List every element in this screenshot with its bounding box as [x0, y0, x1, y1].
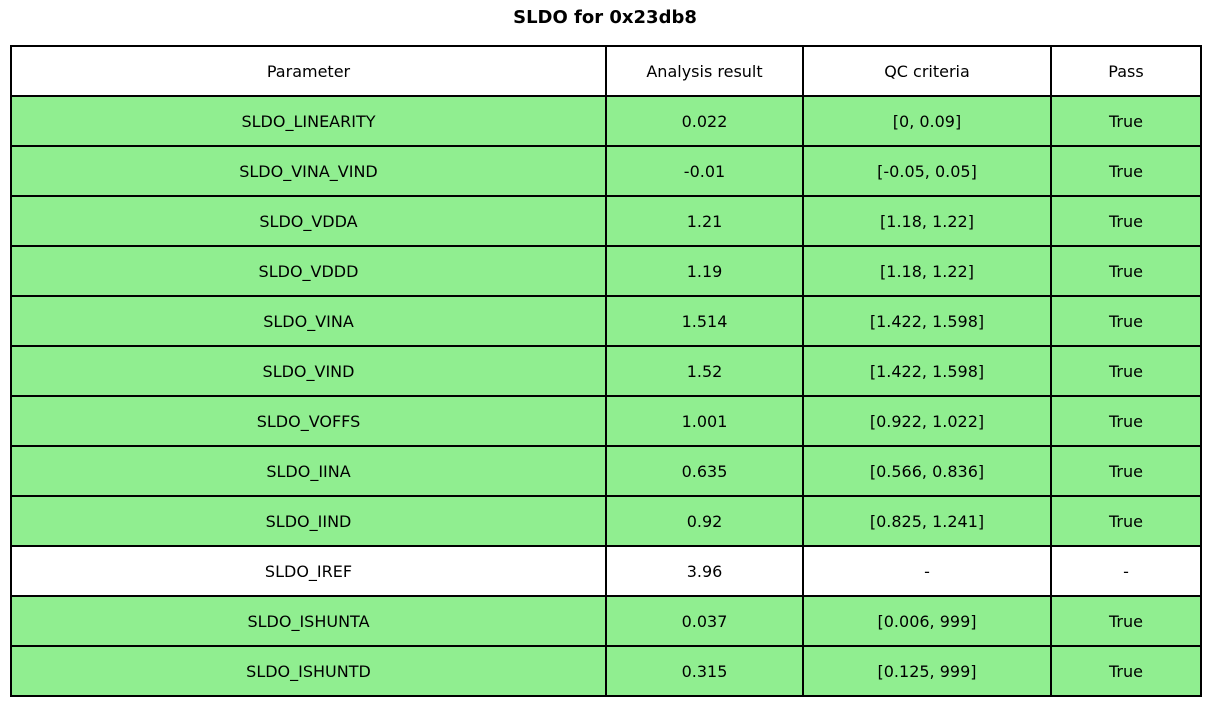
- pass-cell: True: [1050, 495, 1202, 547]
- pass-cell: True: [1050, 95, 1202, 147]
- table-row: SLDO_VIND 1.52 [1.422, 1.598] True: [10, 345, 1202, 397]
- analysis-result-cell: 1.514: [605, 295, 804, 347]
- column-header-parameter: Parameter: [10, 45, 607, 97]
- analysis-result-cell: 1.21: [605, 195, 804, 247]
- pass-cell: True: [1050, 245, 1202, 297]
- analysis-result-cell: 0.022: [605, 95, 804, 147]
- qc-criteria-cell: [1.422, 1.598]: [802, 295, 1052, 347]
- pass-cell: True: [1050, 445, 1202, 497]
- table-row: SLDO_LINEARITY 0.022 [0, 0.09] True: [10, 95, 1202, 147]
- qc-criteria-cell: [0.566, 0.836]: [802, 445, 1052, 497]
- qc-criteria-cell: [0.922, 1.022]: [802, 395, 1052, 447]
- parameter-cell: SLDO_IREF: [10, 545, 607, 597]
- qc-criteria-cell: [0, 0.09]: [802, 95, 1052, 147]
- parameter-cell: SLDO_VDDD: [10, 245, 607, 297]
- analysis-result-cell: 3.96: [605, 545, 804, 597]
- parameter-cell: SLDO_IINA: [10, 445, 607, 497]
- table-row: SLDO_IIND 0.92 [0.825, 1.241] True: [10, 495, 1202, 547]
- qc-criteria-cell: [1.422, 1.598]: [802, 345, 1052, 397]
- table-row: SLDO_ISHUNTA 0.037 [0.006, 999] True: [10, 595, 1202, 647]
- pass-cell: True: [1050, 595, 1202, 647]
- analysis-result-cell: 1.52: [605, 345, 804, 397]
- qc-criteria-cell: [-0.05, 0.05]: [802, 145, 1052, 197]
- table-row: SLDO_VDDA 1.21 [1.18, 1.22] True: [10, 195, 1202, 247]
- table-row: SLDO_VDDD 1.19 [1.18, 1.22] True: [10, 245, 1202, 297]
- pass-cell: True: [1050, 645, 1202, 697]
- analysis-result-cell: 1.001: [605, 395, 804, 447]
- analysis-result-cell: 0.315: [605, 645, 804, 697]
- parameter-cell: SLDO_VINA: [10, 295, 607, 347]
- column-header-analysis-result: Analysis result: [605, 45, 804, 97]
- pass-cell: True: [1050, 295, 1202, 347]
- parameter-cell: SLDO_VINA_VIND: [10, 145, 607, 197]
- analysis-result-cell: 0.037: [605, 595, 804, 647]
- parameter-cell: SLDO_VOFFS: [10, 395, 607, 447]
- qc-criteria-cell: [0.125, 999]: [802, 645, 1052, 697]
- qc-results-table: Parameter Analysis result QC criteria Pa…: [10, 45, 1202, 697]
- qc-table-body: SLDO_LINEARITY 0.022 [0, 0.09] True SLDO_VIN…: [10, 95, 1202, 697]
- qc-criteria-cell: [1.18, 1.22]: [802, 245, 1052, 297]
- analysis-result-cell: 0.92: [605, 495, 804, 547]
- qc-criteria-cell: [0.006, 999]: [802, 595, 1052, 647]
- parameter-cell: SLDO_LINEARITY: [10, 95, 607, 147]
- page-title: SLDO for 0x23db8: [513, 7, 697, 28]
- column-header-pass: Pass: [1050, 45, 1202, 97]
- table-row: SLDO_VINA 1.514 [1.422, 1.598] True: [10, 295, 1202, 347]
- column-header-qc-criteria: QC criteria: [802, 45, 1052, 97]
- parameter-cell: SLDO_ISHUNTA: [10, 595, 607, 647]
- table-row: SLDO_IINA 0.635 [0.566, 0.836] True: [10, 445, 1202, 497]
- parameter-cell: SLDO_VDDA: [10, 195, 607, 247]
- analysis-result-cell: 0.635: [605, 445, 804, 497]
- parameter-cell: SLDO_IIND: [10, 495, 607, 547]
- parameter-cell: SLDO_ISHUNTD: [10, 645, 607, 697]
- pass-cell: True: [1050, 145, 1202, 197]
- qc-criteria-cell: [0.825, 1.241]: [802, 495, 1052, 547]
- qc-criteria-cell: -: [802, 545, 1052, 597]
- analysis-result-cell: -0.01: [605, 145, 804, 197]
- pass-cell: True: [1050, 345, 1202, 397]
- table-row: SLDO_ISHUNTD 0.315 [0.125, 999] True: [10, 645, 1202, 697]
- table-row: SLDO_VOFFS 1.001 [0.922, 1.022] True: [10, 395, 1202, 447]
- qc-criteria-cell: [1.18, 1.22]: [802, 195, 1052, 247]
- pass-cell: True: [1050, 195, 1202, 247]
- pass-cell: True: [1050, 395, 1202, 447]
- table-row: SLDO_VINA_VIND -0.01 [-0.05, 0.05] True: [10, 145, 1202, 197]
- parameter-cell: SLDO_VIND: [10, 345, 607, 397]
- pass-cell: -: [1050, 545, 1202, 597]
- analysis-result-cell: 1.19: [605, 245, 804, 297]
- table-row: SLDO_IREF 3.96- -: [10, 545, 1202, 597]
- table-header-row: Parameter Analysis result QC criteria Pa…: [10, 45, 1202, 97]
